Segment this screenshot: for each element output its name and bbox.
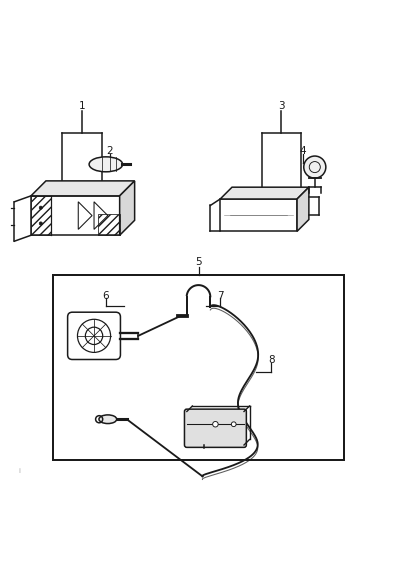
Text: 1: 1 xyxy=(79,101,85,111)
Bar xyxy=(98,213,119,235)
Ellipse shape xyxy=(99,415,117,424)
Text: i: i xyxy=(18,467,20,474)
Circle shape xyxy=(39,222,42,225)
Circle shape xyxy=(213,421,218,427)
Circle shape xyxy=(304,156,326,178)
Text: 4: 4 xyxy=(300,147,306,156)
Text: 8: 8 xyxy=(268,355,275,365)
Polygon shape xyxy=(31,181,135,196)
Text: 6: 6 xyxy=(102,291,109,301)
FancyBboxPatch shape xyxy=(185,409,247,447)
Bar xyxy=(53,275,344,460)
Text: 5: 5 xyxy=(195,257,202,267)
Text: 3: 3 xyxy=(278,101,285,111)
Bar xyxy=(31,196,51,235)
Text: 7: 7 xyxy=(217,291,224,301)
Polygon shape xyxy=(119,181,135,235)
Polygon shape xyxy=(220,187,309,199)
Bar xyxy=(220,199,297,231)
Polygon shape xyxy=(297,187,309,231)
Bar xyxy=(31,196,119,235)
Ellipse shape xyxy=(89,157,123,172)
Circle shape xyxy=(39,206,42,209)
Text: 2: 2 xyxy=(106,147,113,156)
Circle shape xyxy=(231,422,236,426)
